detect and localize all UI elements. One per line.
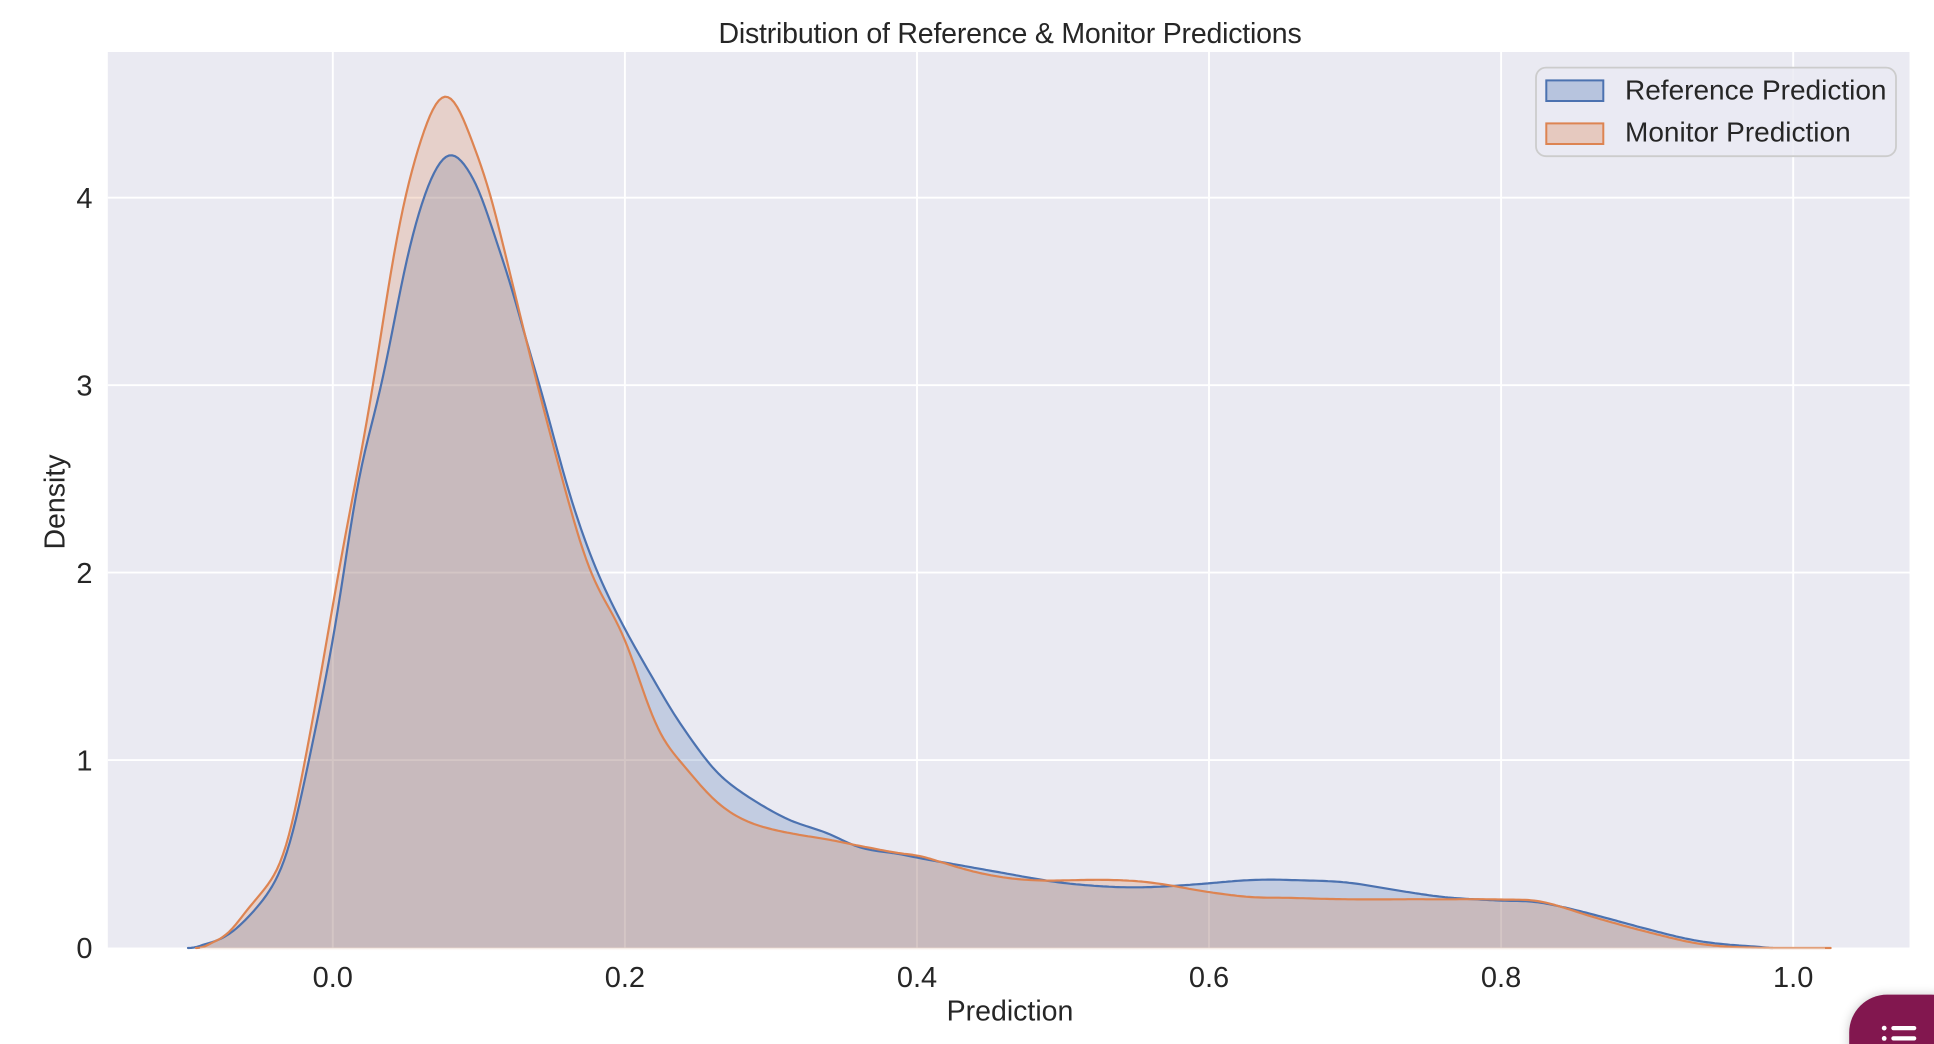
svg-text:Distribution of Reference & Mo: Distribution of Reference & Monitor Pred… [718,18,1301,50]
svg-text:Prediction: Prediction [947,996,1074,1028]
svg-text:Monitor Prediction: Monitor Prediction [1625,116,1851,147]
svg-text:0.2: 0.2 [605,962,645,994]
svg-text:2: 2 [76,558,92,590]
svg-text:Density: Density [40,454,72,550]
svg-text:0.0: 0.0 [313,962,353,994]
svg-text:3: 3 [76,371,92,403]
svg-text:Reference Prediction: Reference Prediction [1625,75,1886,106]
svg-text:1: 1 [76,746,92,778]
svg-text:4: 4 [76,183,92,215]
svg-text:0: 0 [76,933,92,965]
svg-text:0.8: 0.8 [1481,962,1521,994]
svg-text:1.0: 1.0 [1773,962,1813,994]
svg-text:0.4: 0.4 [897,962,937,994]
svg-text:0.6: 0.6 [1189,962,1229,994]
